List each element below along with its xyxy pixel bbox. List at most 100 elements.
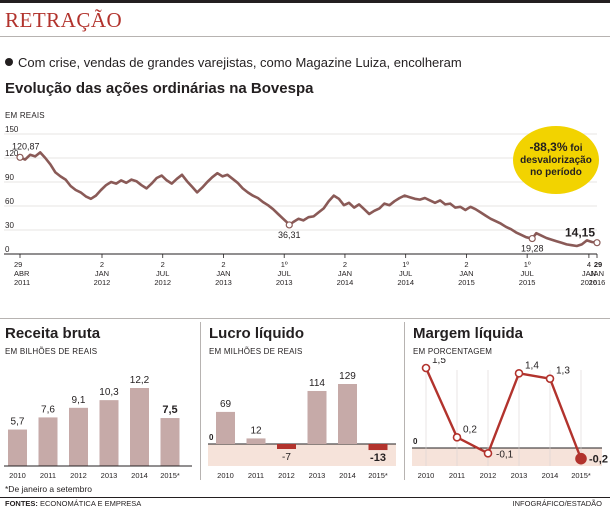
data-point <box>514 369 524 378</box>
category-label: 2015* <box>368 471 388 480</box>
data-point <box>421 363 431 373</box>
category-label: 2012 <box>480 471 497 480</box>
negative-zone <box>208 444 396 466</box>
annotation-label: 36,31 <box>278 230 301 240</box>
bar-value-label: 7,5 <box>162 404 177 416</box>
bar-value-label: -13 <box>370 452 386 464</box>
category-label: 2010 <box>217 471 234 480</box>
price-series-line <box>19 151 598 248</box>
x-tick-year: 2013 <box>276 278 293 287</box>
x-tick-day: 2 <box>100 260 104 269</box>
x-tick-day: 2 <box>343 260 347 269</box>
x-tick-year: 2013 <box>215 278 232 287</box>
subtitle-text: Com crise, vendas de grandes varejistas,… <box>18 55 462 70</box>
x-tick-day: 2 <box>221 260 225 269</box>
panel-separator <box>404 322 405 480</box>
margem-unit: EM PORCENTAGEM <box>413 347 493 356</box>
annotation-label: 19,28 <box>521 244 544 254</box>
x-tick-month: JAN <box>216 269 230 278</box>
subtitle: Com crise, vendas de grandes varejistas,… <box>5 55 462 70</box>
category-label: 2011 <box>449 471 465 480</box>
receita-bruta-chart: 5,7 2010 7,6 2011 9,1 2012 10,3 2013 12,2 2014 7,5… <box>4 375 192 480</box>
bar <box>307 390 327 444</box>
bar-value-label: 12 <box>250 425 262 436</box>
bar <box>99 400 119 466</box>
lucro-unit: EM MILHÕES DE REAIS <box>209 347 303 356</box>
sources-text: ECONOMÁTICA E EMPRESA <box>40 499 142 508</box>
x-tick-year: 2014 <box>397 278 414 287</box>
x-tick-month: JAN <box>95 269 109 278</box>
negative-bar <box>368 444 388 451</box>
y-tick-label: 30 <box>5 221 14 230</box>
panel-separator <box>200 322 201 480</box>
category-label: 2012 <box>278 471 295 480</box>
annotation-point <box>593 239 601 247</box>
x-tick-year: 2016 <box>589 278 606 287</box>
x-tick-day: 29 <box>14 260 22 269</box>
x-tick-day: 2 <box>161 260 165 269</box>
stock-price-chart: 030609012015029ABR20112JAN20122JUL20122J… <box>4 125 606 287</box>
x-tick-day: 1º <box>524 260 531 269</box>
x-tick-year: 2015 <box>519 278 536 287</box>
lucro-liquido-chart: 0 69 2010 12 2011 -7 2012 114 2013 129 2014 -13 2015… <box>208 371 396 480</box>
annotation-label: 14,15 <box>565 226 595 240</box>
panels-top-rule <box>0 318 610 319</box>
bar-value-label: 129 <box>339 371 356 382</box>
x-tick-day: 1º <box>402 260 409 269</box>
y-tick-label: 60 <box>5 197 14 206</box>
point-value-label: -0,1 <box>496 449 514 460</box>
bar <box>8 429 27 466</box>
data-point <box>575 452 587 465</box>
sources: FONTES: ECONOMÁTICA E EMPRESA <box>5 499 141 508</box>
y-tick-label: 90 <box>5 173 14 182</box>
x-tick-year: 2014 <box>337 278 354 287</box>
x-tick-month: JUL <box>278 269 291 278</box>
bar-value-label: 10,3 <box>99 387 119 398</box>
data-point <box>483 449 493 458</box>
annotation-point <box>16 153 24 161</box>
x-tick-day: 2 <box>464 260 468 269</box>
point-value-label: 0,2 <box>463 424 477 435</box>
callout-suffix: foi <box>570 143 583 154</box>
bar-value-label: 7,6 <box>41 404 55 415</box>
negative-zone <box>412 448 602 466</box>
category-label: 2012 <box>70 471 87 480</box>
category-label: 2013 <box>511 471 528 480</box>
x-tick-month: JUL <box>399 269 412 278</box>
category-label: 2011 <box>248 471 264 480</box>
x-tick-day: 29 <box>594 260 602 269</box>
annotation-point <box>528 234 536 243</box>
annotation-label: 120,87 <box>12 141 40 151</box>
margin-series-line <box>424 367 583 460</box>
sources-label: FONTES: <box>5 499 38 508</box>
footnote: *De janeiro a setembro <box>5 484 92 494</box>
devaluation-callout: -88,3% foi desvalorização no período <box>513 126 599 194</box>
category-label: 2014 <box>131 471 148 480</box>
point-value-label: 1,3 <box>556 366 570 377</box>
bar-value-label: 114 <box>309 378 325 389</box>
category-label: 2013 <box>101 471 118 480</box>
bar-value-label: 9,1 <box>72 395 86 406</box>
bar-value-label: -7 <box>282 452 291 463</box>
credit: INFOGRÁFICO/ESTADÃO <box>512 499 602 508</box>
negative-bar <box>277 444 296 449</box>
category-label: 2011 <box>40 471 56 480</box>
category-label: 2015* <box>571 471 591 480</box>
section-title: RETRAÇÃO <box>5 8 123 32</box>
category-label: 2014 <box>339 471 356 480</box>
bar <box>246 438 266 444</box>
x-tick-day: 1º <box>281 260 288 269</box>
zero-label: 0 <box>413 437 418 446</box>
point-value-label: 1,5 <box>432 358 446 366</box>
annotation-point <box>285 221 293 229</box>
x-tick-year: 2015 <box>458 278 475 287</box>
category-label: 2010 <box>9 471 26 480</box>
x-tick-day: 4 <box>587 260 591 269</box>
footer-rule <box>0 497 610 498</box>
category-label: 2014 <box>542 471 559 480</box>
bar <box>338 384 357 444</box>
point-value-label: -0,2 <box>589 454 608 466</box>
bar <box>69 407 88 466</box>
data-point <box>545 374 555 383</box>
bar <box>160 418 180 466</box>
